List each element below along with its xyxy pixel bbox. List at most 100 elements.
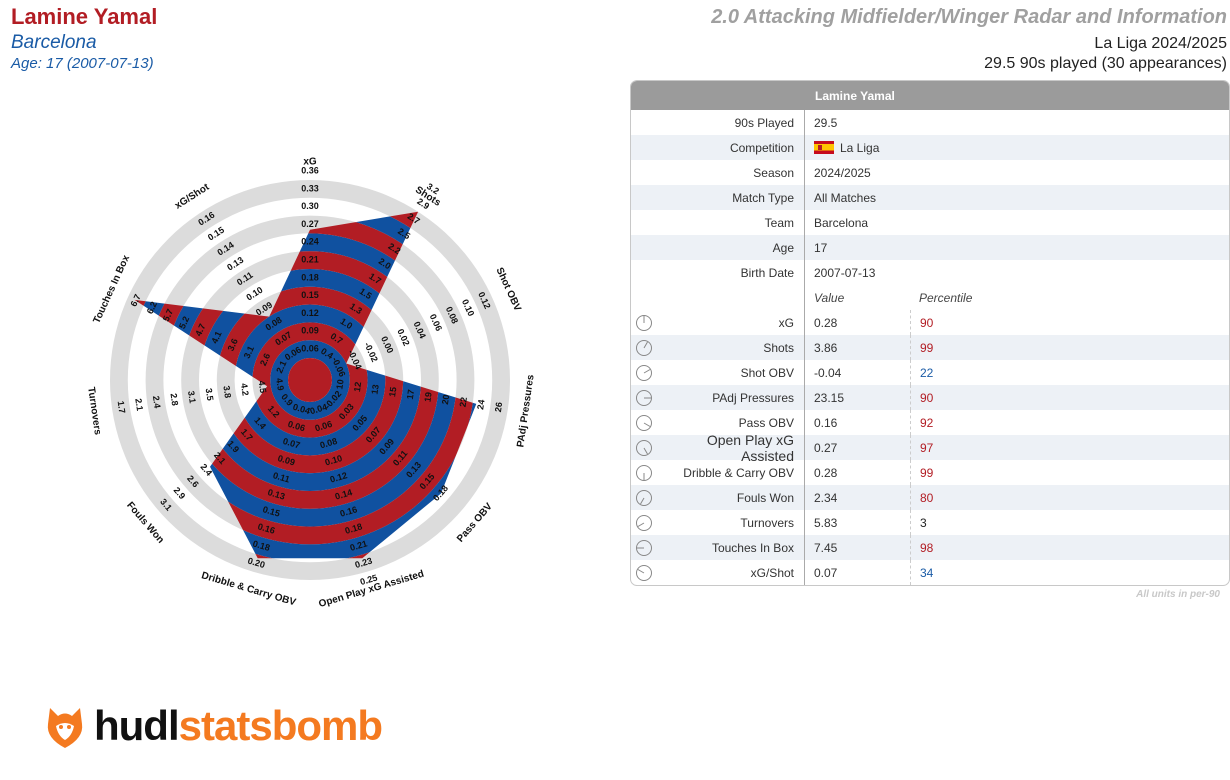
radar-tick-label: 0.18 [252,538,272,553]
radar-tick-label: 2.4 [151,395,163,409]
stat-row-label: Touches In Box [657,535,805,560]
percentile-dial-icon [631,514,657,532]
stat-row-value: 0.07 [814,565,838,580]
radar-tick-label: 4.5 [257,380,269,394]
stat-row-percentile: 34 [910,560,933,585]
stat-row-label: Open Play xG Assisted [657,432,805,464]
stat-row-percentile: 99 [910,460,933,485]
radar-tick-label: 0.27 [301,219,319,229]
info-row: 90s Played 29.5 [631,110,1229,135]
radar-tick-label: 19 [422,391,433,402]
value-column-header: Value [814,290,845,305]
radar-tick-label: 0.16 [339,504,359,519]
radar-tick-label: 0.06 [314,419,334,434]
stat-row: Turnovers 5.83 3 [631,510,1229,535]
stat-row-label: PAdj Pressures [657,385,805,410]
radar-tick-label: 3.1 [242,344,256,360]
stat-row: Touches In Box 7.45 98 [631,535,1229,560]
radar-tick-label: 26 [493,401,504,412]
radar-tick-label: 0.15 [262,504,282,519]
info-row-label: Team [631,210,805,235]
stat-row-label: Dribble & Carry OBV [657,460,805,485]
stat-row-label: Shots [657,335,805,360]
radar-tick-label: 3.1 [186,390,198,404]
stat-row: Dribble & Carry OBV 0.28 99 [631,460,1229,485]
stat-row-percentile: 92 [910,410,933,435]
radar-tick-label: 0.11 [272,470,291,484]
percentile-dial-icon [631,389,657,407]
info-row: Competition La Liga [631,135,1229,160]
radar-tick-label: 0.21 [301,254,319,264]
info-table: Lamine Yamal 90s Played 29.5 Competition La… [630,80,1230,586]
report-title: 2.0 Attacking Midfielder/Winger Radar an… [711,6,1227,28]
stat-row-label: Turnovers [657,510,805,535]
stat-row-label: Fouls Won [657,485,805,510]
percentile-dial-icon [631,489,657,507]
radar-tick-label: 0.12 [329,470,349,485]
stat-row-value: 7.45 [814,540,838,555]
info-row-label: Season [631,160,805,185]
stat-row-value: 2.34 [814,490,838,505]
info-row-label: Birth Date [631,260,805,285]
percentile-dial-icon [631,339,657,357]
stat-row-percentile: 99 [910,335,933,360]
radar-band [252,322,368,438]
info-row: Birth Date 2007-07-13 [631,260,1229,285]
radar-tick-label: 3.6 [226,337,240,353]
stat-row: Shot OBV -0.04 22 [631,360,1229,385]
radar-axis-label: xG/Shot [173,181,212,211]
radar-tick-label: 4.1 [209,330,223,346]
percentile-column-header: Percentile [919,290,973,305]
radar-tick-label: 0.25 [359,573,379,588]
stat-row: Pass OBV 0.16 92 [631,410,1229,435]
stat-row: Shots 3.86 99 [631,335,1229,360]
logo-hudl: hudl [94,702,180,749]
radar-tick-label: 10 [334,379,345,390]
stat-row-label: Pass OBV [657,410,805,435]
percentile-dial-icon [631,314,657,332]
stat-row-value: -0.04 [814,365,842,380]
radar-tick-label: 0.10 [460,298,476,318]
radar-tick-label: 0.04 [292,402,312,417]
stat-row-label: xG [657,310,805,335]
stat-row: PAdj Pressures 23.15 90 [631,385,1229,410]
stat-rows: xG 0.28 90 Shots 3.86 99 Shot OBV -0.04 22 PAdj P… [631,310,1229,585]
radar-tick-label: 6.2 [145,300,159,316]
stat-row-value: 23.15 [814,390,845,405]
stat-column-headers: Value Percentile [631,285,1229,310]
radar-tick-label: 0.36 [301,165,319,175]
info-row-label: 90s Played [631,110,805,135]
percentile-dial-icon [631,539,657,557]
radar-tick-label: 0.24 [301,237,319,247]
radar-tick-label: 2.1 [274,359,288,375]
radar-tick-label: 22 [458,396,469,407]
radar-tick-label: 0.33 [301,183,319,193]
stat-row-label: Shot OBV [657,360,805,385]
radar-polygon [134,211,477,559]
radar-tick-label: 0.30 [301,201,319,211]
stat-row: xG/Shot 0.07 34 [631,560,1229,585]
radar-tick-label: 24 [475,399,486,410]
radar-tick-label: 4.9 [274,377,286,391]
radar-tick-label: 15 [387,386,398,397]
radar-tick-label: 0.12 [301,308,319,318]
minutes-line: 29.5 90s played (30 appearances) [984,55,1227,72]
radar-tick-label: 13 [370,384,381,395]
info-row-label: Competition [631,135,805,160]
info-row: Team Barcelona [631,210,1229,235]
radar-tick-label: 0.18 [301,272,319,282]
stat-row: xG 0.28 90 [631,310,1229,335]
stat-row-value: 5.83 [814,515,838,530]
radar-tick-label: 0.06 [428,312,444,332]
info-rows: 90s Played 29.5 Competition La Liga Season 20… [631,110,1229,285]
radar-chart: 0.06 0.09 0.12 0.15 0.18 0.21 0.24 0.27 0.30 0.33… [85,157,536,610]
radar-tick-label: 0.06 [287,419,307,434]
league-season: La Liga 2024/2025 [1094,35,1227,52]
radar-tick-label: 0.20 [247,556,267,571]
radar-tick-label: 0.06 [301,343,319,353]
stat-row-label: xG/Shot [657,560,805,585]
stat-row-value: 3.86 [814,340,838,355]
radar-tick-label: 0.15 [301,290,319,300]
radar-tick-label: 0.10 [324,453,344,468]
radar-tick-label: 3.8 [221,385,233,399]
